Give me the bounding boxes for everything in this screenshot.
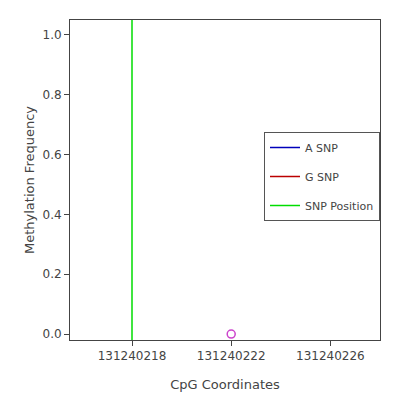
svg-text:Methylation Frequency: Methylation Frequency (22, 106, 37, 254)
svg-text:131240222: 131240222 (197, 349, 266, 363)
svg-text:0.6: 0.6 (43, 148, 62, 162)
svg-text:G SNP: G SNP (305, 171, 339, 184)
svg-text:1.0: 1.0 (43, 28, 62, 42)
svg-text:A SNP: A SNP (305, 142, 338, 155)
svg-text:SNP Position: SNP Position (305, 200, 373, 213)
svg-text:CpG Coordinates: CpG Coordinates (170, 377, 280, 392)
svg-text:131240218: 131240218 (98, 349, 167, 363)
svg-text:0.2: 0.2 (43, 267, 62, 281)
svg-text:0.4: 0.4 (43, 208, 62, 222)
svg-text:0.0: 0.0 (43, 327, 62, 341)
svg-text:131240226: 131240226 (296, 349, 365, 363)
svg-text:0.8: 0.8 (43, 88, 62, 102)
